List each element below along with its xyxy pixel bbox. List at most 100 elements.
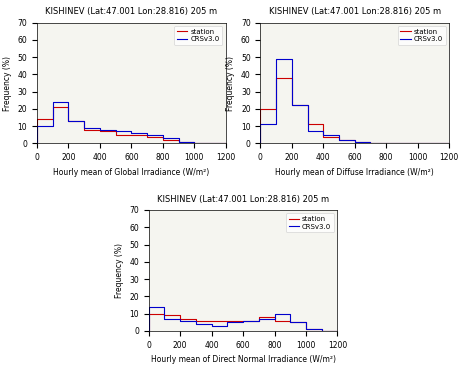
Line: CRSv3.0: CRSv3.0 [149,307,338,331]
Line: station: station [149,314,338,331]
station [177,313,183,318]
CRSv3.0 [352,138,357,142]
CRSv3.0 [383,141,389,146]
station [446,141,452,146]
CRSv3.0 [176,136,181,141]
station [192,141,197,146]
CRSv3.0 [319,327,325,331]
station [192,139,197,144]
station [176,138,181,142]
CRSv3.0 [399,141,405,146]
X-axis label: Hourly mean of Global Irradiance (W/m²): Hourly mean of Global Irradiance (W/m²) [53,168,210,177]
station [209,318,214,323]
station [399,141,405,146]
CRSv3.0 [192,141,197,146]
CRSv3.0 [272,311,277,316]
station [303,327,309,331]
CRSv3.0 [256,317,262,321]
CRSv3.0 [34,141,40,146]
CRSv3.0 [160,133,166,137]
CRSv3.0 [303,327,309,331]
X-axis label: Hourly mean of Direct Normal Irradiance (W/m²): Hourly mean of Direct Normal Irradiance … [150,355,336,364]
CRSv3.0 [162,305,167,309]
CRSv3.0 [320,129,326,133]
station [129,133,134,137]
Line: CRSv3.0: CRSv3.0 [260,59,449,144]
station [177,317,183,321]
station [399,141,405,146]
CRSv3.0 [336,133,342,137]
CRSv3.0 [446,141,452,146]
CRSv3.0 [146,329,151,333]
station [113,129,119,133]
station [272,318,277,323]
station [256,318,262,323]
CRSv3.0 [177,317,183,321]
CRSv3.0 [225,323,230,328]
CRSv3.0 [320,133,326,137]
station [352,138,357,142]
CRSv3.0 [177,318,183,323]
station [305,103,310,108]
station [383,141,389,146]
station [207,141,213,146]
CRSv3.0 [144,133,150,137]
CRSv3.0 [146,305,151,309]
station [225,318,230,323]
CRSv3.0 [193,318,199,323]
station [176,139,181,144]
CRSv3.0 [368,139,373,144]
CRSv3.0 [273,56,279,61]
Y-axis label: Frequency (%): Frequency (%) [115,243,124,298]
CRSv3.0 [66,100,71,104]
station [50,117,56,121]
station [319,329,325,333]
CRSv3.0 [272,317,277,321]
station [288,320,293,324]
station [223,141,229,146]
CRSv3.0 [303,320,309,324]
Title: KISHINEV (Lat:47.001 Lon:28.816) 205 m: KISHINEV (Lat:47.001 Lon:28.816) 205 m [269,7,441,16]
station [225,318,230,323]
station [335,329,340,333]
CRSv3.0 [160,136,166,141]
station [160,138,166,142]
CRSv3.0 [113,127,119,132]
CRSv3.0 [144,131,150,135]
CRSv3.0 [257,122,263,127]
CRSv3.0 [162,317,167,321]
station [319,327,325,331]
CRSv3.0 [223,141,229,146]
station [162,313,167,318]
CRSv3.0 [256,318,262,323]
station [336,134,342,139]
CRSv3.0 [383,141,389,146]
station [193,318,199,323]
station [303,320,309,324]
station [66,105,71,109]
CRSv3.0 [288,320,293,324]
station [368,141,373,146]
station [66,119,71,123]
station [34,141,40,146]
X-axis label: Hourly mean of Diffuse Irradiance (W/m²): Hourly mean of Diffuse Irradiance (W/m²) [275,168,434,177]
station [273,107,279,111]
station [431,141,436,146]
station [240,318,246,323]
station [81,119,87,123]
station [383,141,389,146]
Title: KISHINEV (Lat:47.001 Lon:28.816) 205 m: KISHINEV (Lat:47.001 Lon:28.816) 205 m [157,195,329,204]
station [257,141,263,146]
CRSv3.0 [209,322,214,326]
CRSv3.0 [225,320,230,324]
station [193,317,199,321]
Line: station: station [37,107,226,144]
station [50,105,56,109]
station [288,318,293,323]
CRSv3.0 [368,141,373,146]
station [34,117,40,121]
station [415,141,420,146]
CRSv3.0 [446,141,452,146]
station [240,318,246,323]
CRSv3.0 [352,139,357,144]
